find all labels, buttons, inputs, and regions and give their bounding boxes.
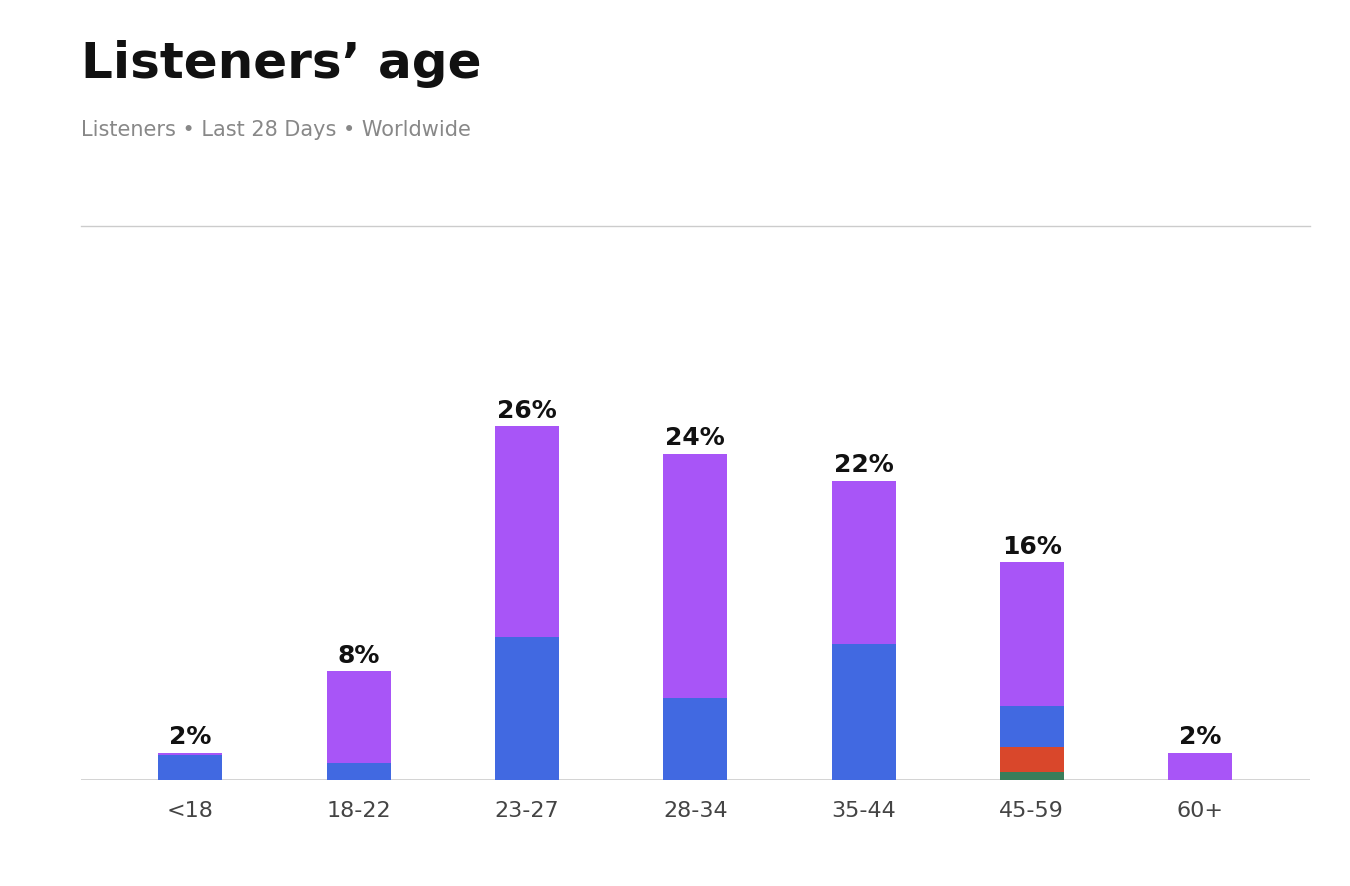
Text: Listeners’ age: Listeners’ age (81, 40, 482, 88)
Text: 8%: 8% (338, 643, 379, 668)
Text: 2%: 2% (1179, 725, 1222, 750)
Text: 24%: 24% (666, 426, 725, 450)
Text: 16%: 16% (1002, 535, 1061, 559)
Text: Listeners • Last 28 Days • Worldwide: Listeners • Last 28 Days • Worldwide (81, 120, 471, 140)
Bar (663, 698, 728, 780)
Bar (1000, 772, 1064, 780)
Text: 26%: 26% (497, 399, 556, 423)
Bar (663, 454, 728, 698)
Bar (327, 671, 390, 764)
Text: 22%: 22% (834, 454, 894, 478)
Bar (832, 481, 895, 644)
Bar (1168, 752, 1233, 780)
Bar (1000, 747, 1064, 772)
Bar (1000, 563, 1064, 706)
Bar (495, 426, 559, 637)
Bar (1000, 706, 1064, 747)
Bar (327, 764, 390, 780)
Bar (495, 637, 559, 780)
Bar (158, 755, 223, 780)
Bar (832, 644, 895, 780)
Text: 2%: 2% (169, 725, 212, 750)
Bar (158, 752, 223, 755)
